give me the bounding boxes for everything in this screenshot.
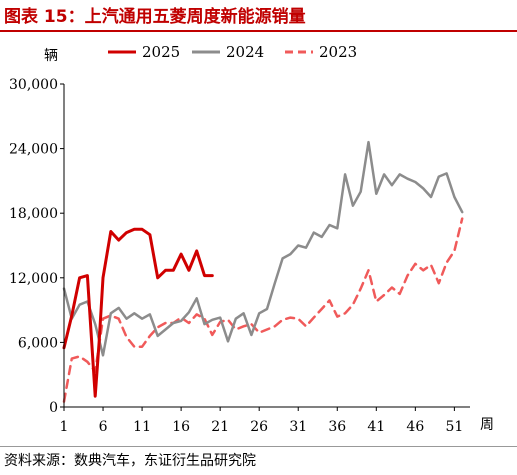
x-tick-label: 1 — [60, 419, 69, 435]
x-axis-unit-label: 周 — [480, 417, 494, 433]
series-2024-line — [62, 140, 464, 357]
y-axis-unit-label: 辆 — [44, 48, 58, 64]
y-tick-label: 18,000 — [9, 206, 58, 222]
x-tick-label: 11 — [133, 419, 151, 435]
x-tick-label: 21 — [211, 419, 229, 435]
y-tick-label: 30,000 — [9, 77, 58, 93]
y-tick-label: 12,000 — [9, 271, 58, 287]
source-divider — [0, 446, 517, 447]
plot-area — [62, 140, 464, 403]
series-2025-line — [62, 227, 214, 398]
x-tick-label: 46 — [406, 419, 424, 435]
line-chart: 2025 2024 2023 辆 0 6,000 12,000 18,000 24,000 3… — [9, 43, 494, 435]
x-axis-ticks: 1 6 11 16 21 26 31 36 41 46 51 — [60, 407, 463, 435]
series-2023-line — [62, 217, 464, 403]
y-axis-ticks: 0 6,000 12,000 18,000 24,000 30,000 — [9, 77, 64, 416]
x-tick-label: 16 — [172, 419, 190, 435]
title-divider — [0, 30, 517, 32]
x-tick-label: 26 — [250, 419, 268, 435]
source-note: 资料来源：数典汽车，东证衍生品研究院 — [4, 453, 256, 469]
chart-title: 图表 15：上汽通用五菱周度新能源销量 — [4, 7, 306, 27]
legend: 2025 2024 2023 — [108, 43, 357, 61]
legend-label-2024: 2024 — [226, 43, 264, 61]
legend-label-2025: 2025 — [142, 43, 180, 61]
y-tick-label: 6,000 — [18, 335, 58, 351]
x-tick-label: 31 — [289, 419, 307, 435]
x-tick-label: 36 — [328, 419, 346, 435]
y-tick-label: 0 — [49, 400, 58, 416]
legend-label-2023: 2023 — [319, 43, 357, 61]
x-tick-label: 6 — [99, 419, 108, 435]
y-tick-label: 24,000 — [9, 142, 58, 158]
x-tick-label: 51 — [445, 419, 463, 435]
x-tick-label: 41 — [367, 419, 385, 435]
